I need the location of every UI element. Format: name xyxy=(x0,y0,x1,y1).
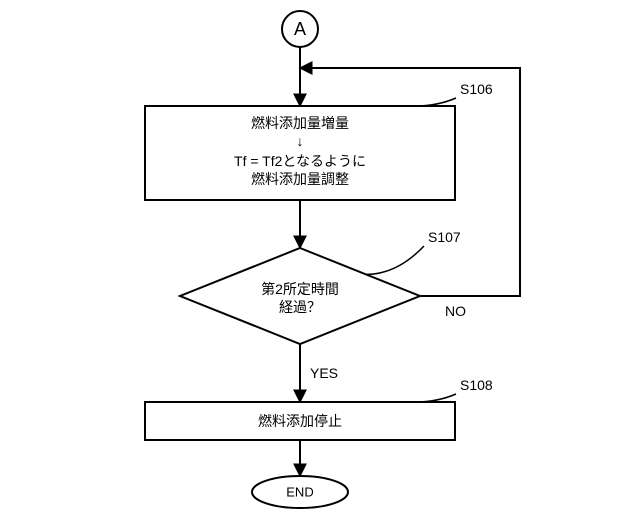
process1-arrow: ↓ xyxy=(297,133,304,149)
yes-label: YES xyxy=(310,365,338,381)
end-label: END xyxy=(286,485,313,500)
step-label-s108: S108 xyxy=(415,377,493,402)
decision-s107: 第2所定時間 経過？ xyxy=(180,248,420,344)
step-label-text: S108 xyxy=(460,377,493,393)
step-label-s107: S107 xyxy=(366,229,461,274)
process-s106: 燃料添加量増量 ↓ Tf = Tf2となるように 燃料添加量調整 xyxy=(145,106,455,200)
connector-label: A xyxy=(294,19,306,39)
process1-line3: 燃料添加量調整 xyxy=(251,171,349,187)
flowchart: A 燃料添加量増量 ↓ Tf = Tf2となるように 燃料添加量調整 S106 … xyxy=(0,0,640,514)
no-label: NO xyxy=(445,303,466,319)
step-label-text: S107 xyxy=(428,229,461,245)
step-label-s106: S106 xyxy=(415,81,493,106)
decision-line2: 経過？ xyxy=(279,299,321,315)
decision-line1: 第2所定時間 xyxy=(261,281,339,297)
step-label-text: S106 xyxy=(460,81,493,97)
process1-line2: Tf = Tf2となるように xyxy=(234,153,366,169)
process-s108: 燃料添加停止 xyxy=(145,402,455,440)
connector-a: A xyxy=(282,11,318,47)
process1-line1: 燃料添加量増量 xyxy=(251,115,349,131)
terminator-end: END xyxy=(252,476,348,508)
process2-text: 燃料添加停止 xyxy=(258,413,342,429)
